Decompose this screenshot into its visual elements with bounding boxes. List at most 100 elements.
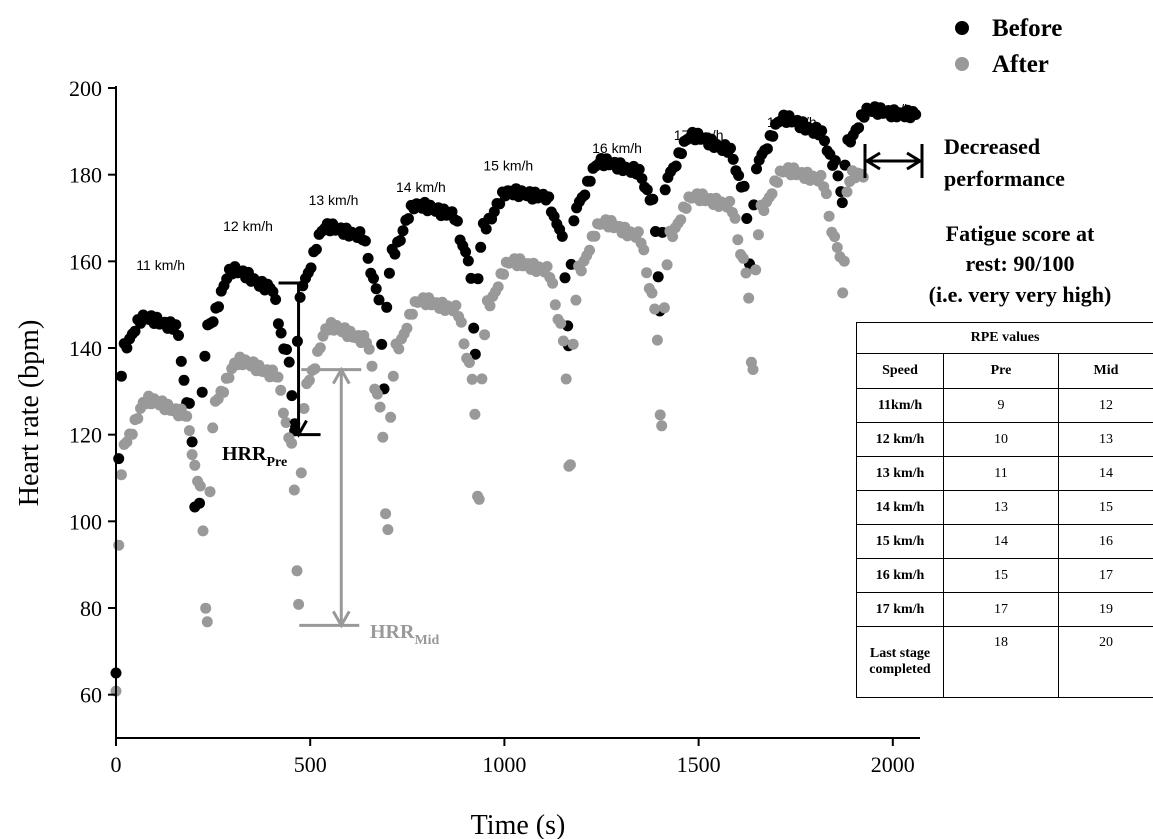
before-point (286, 390, 298, 402)
rpe-cell-pre: 17 (943, 592, 1059, 627)
before-point (207, 316, 219, 328)
decreased-performance-line1: Decreased (944, 134, 1040, 159)
legend-label-before: Before (992, 15, 1062, 42)
after-point (658, 302, 670, 314)
after-point (823, 210, 835, 222)
after-point (223, 372, 235, 384)
fatigue-line2: rest: 90/100 (966, 251, 1075, 276)
after-point (649, 303, 661, 315)
rpe-row: 15 km/h 14 16 (856, 524, 1153, 559)
before-point (738, 180, 750, 192)
rpe-cell-mid: 19 (1058, 592, 1153, 627)
before-point (173, 330, 184, 341)
after-point (732, 234, 744, 246)
after-point (466, 373, 478, 385)
rpe-cell-mid: 14 (1058, 456, 1153, 491)
stage-speed-label: 13 km/h (309, 192, 359, 208)
after-point (743, 292, 755, 304)
after-point (857, 171, 869, 183)
after-point (567, 338, 579, 350)
after-point (829, 231, 841, 243)
x-tick-label: 2000 (871, 752, 915, 777)
before-point (670, 160, 682, 172)
before-point (836, 197, 848, 209)
after-point (374, 401, 386, 413)
after-point (584, 244, 595, 256)
after-point (555, 317, 567, 329)
rpe-row: 14 km/h 13 15 (856, 490, 1153, 525)
after-point (589, 230, 601, 242)
before-point (170, 319, 182, 331)
y-tick-label: 120 (69, 423, 102, 448)
before-point (816, 125, 828, 137)
after-point (314, 342, 326, 354)
stage-speed-label: 11 km/h (136, 257, 185, 273)
hrr-mid-label: HRRMid (370, 621, 440, 648)
after-point (207, 422, 219, 434)
after-point (638, 244, 650, 256)
rpe-cell-pre: 13 (943, 490, 1059, 525)
after-point (675, 214, 687, 226)
before-point (761, 143, 773, 155)
y-tick-label: 140 (69, 336, 102, 361)
after-point (740, 267, 752, 279)
rpe-cell-speed: 14 km/h (856, 490, 944, 525)
legend-marker-after (955, 57, 969, 71)
hrr-pre-arrowhead (289, 419, 308, 438)
after-point (183, 425, 195, 437)
before-point (559, 272, 571, 284)
before-point (819, 135, 830, 147)
after-point (841, 186, 853, 198)
x-tick-label: 1000 (482, 752, 526, 777)
after-point (632, 226, 644, 238)
rpe-row: 16 km/h 15 17 (856, 558, 1153, 593)
decreased-arrowhead-left (864, 151, 881, 171)
y-tick-label: 80 (80, 596, 102, 621)
before-point (633, 163, 645, 175)
rpe-cell-speed: 13 km/h (856, 456, 944, 491)
after-point (277, 407, 289, 419)
rpe-cell-mid: 16 (1058, 524, 1153, 559)
after-point (200, 602, 212, 614)
before-point (767, 130, 779, 142)
after-point (838, 255, 850, 267)
rpe-cell-speed: Last stage completed (856, 626, 944, 698)
after-point (747, 364, 759, 375)
before-point (475, 241, 487, 253)
before-point (305, 262, 317, 274)
before-point (129, 325, 141, 337)
after-point (750, 264, 762, 276)
after-point (204, 486, 216, 498)
rpe-cell-mid: 15 (1058, 490, 1153, 525)
before-point (543, 191, 555, 203)
legend: Before After (955, 15, 1062, 78)
before-point (362, 252, 374, 264)
after-point (371, 388, 383, 400)
after-point (766, 188, 778, 200)
legend-marker-before (955, 21, 969, 35)
after-point (837, 287, 849, 299)
before-point (659, 184, 671, 196)
before-point (368, 272, 379, 284)
annotations-layer: HRRPre HRRMid Decreased performance Fatigue … (222, 134, 1111, 648)
after-point (194, 480, 206, 492)
before-point (839, 159, 851, 171)
rpe-last-stage-line1: Last stage (869, 646, 931, 661)
after-point (298, 403, 310, 414)
after-point (484, 300, 496, 312)
after-point (132, 413, 144, 424)
after-point (479, 329, 491, 341)
before-point (910, 109, 922, 120)
before-point (451, 215, 463, 227)
after-point (218, 386, 230, 398)
after-point (729, 212, 741, 224)
after-point (380, 508, 392, 520)
y-tick-label: 200 (69, 76, 102, 101)
after-point (189, 459, 201, 471)
after-point (293, 598, 305, 610)
before-point (647, 193, 659, 205)
before-point (370, 283, 382, 295)
before-point (194, 497, 205, 509)
